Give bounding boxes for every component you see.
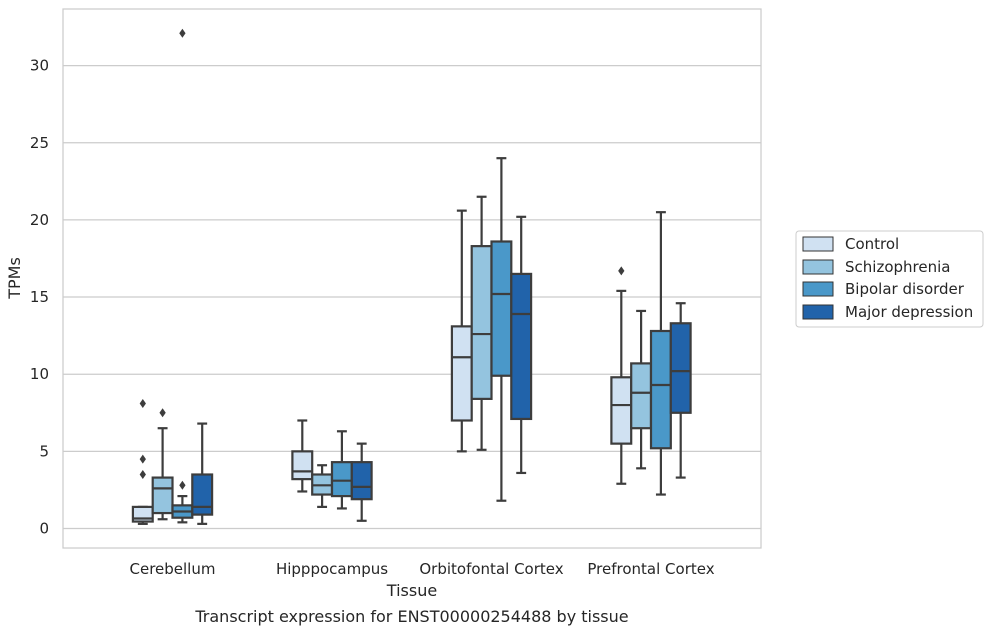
box-body: [350, 461, 373, 501]
legend-label-control: Control: [845, 235, 899, 253]
box-body: [630, 362, 653, 430]
box-0-2: [450, 209, 473, 453]
box-body: [151, 476, 174, 515]
x-tick-labels: Cerebellum Hipppocampus Orbitofontal Corte…: [130, 560, 715, 578]
outlier-point: [179, 480, 186, 490]
y-tick-label-30: 30: [30, 57, 49, 75]
legend-label-schizophrenia: Schizophrenia: [845, 258, 950, 276]
outlier-point: [139, 399, 146, 409]
box-2-1: [330, 430, 353, 510]
y-tick-label-10: 10: [30, 365, 49, 383]
box-3-0: [191, 422, 214, 525]
box-1-2: [470, 195, 493, 451]
legend-label-bipolar: Bipolar disorder: [845, 280, 965, 298]
box-body: [191, 473, 214, 516]
x-axis-title: Tissue: [386, 581, 437, 600]
box-2-2: [490, 157, 513, 502]
box-body: [450, 325, 473, 422]
box-body: [649, 329, 672, 450]
box-body: [610, 376, 633, 445]
x-tick-label-3: Prefrontal Cortex: [587, 560, 714, 578]
legend-swatch-bipolar: [802, 281, 834, 297]
box-3-1: [350, 442, 373, 522]
legend-frame: [795, 230, 984, 328]
legend-swatch-major-depression: [802, 304, 834, 320]
box-1-1: [311, 464, 334, 508]
plot-area: [62, 8, 762, 549]
chart-caption: Transcript expression for ENST0000025448…: [194, 607, 628, 626]
outlier-point: [618, 266, 625, 276]
box-body: [510, 272, 533, 421]
y-tick-label-5: 5: [39, 442, 49, 460]
y-tick-labels: 0 5 10 15 20 25 30: [30, 57, 49, 538]
y-tick-label-15: 15: [30, 288, 49, 306]
outlier-point: [159, 408, 166, 418]
box-body: [490, 240, 513, 377]
box-2-3: [649, 211, 672, 496]
boxes: [131, 28, 692, 525]
legend-label-major-depression: Major depression: [845, 303, 973, 321]
legend: Control Schizophrenia Bipolar disorder M…: [795, 230, 984, 328]
grid-lines: [63, 64, 761, 530]
y-tick-label-20: 20: [30, 211, 49, 229]
y-tick-label-25: 25: [30, 134, 49, 152]
outlier-point: [139, 454, 146, 464]
box-0-0: [131, 399, 154, 525]
box-body: [470, 245, 493, 400]
legend-swatch-schizophrenia: [802, 259, 834, 275]
box-body: [669, 322, 692, 414]
x-tick-label-2: Orbitofontal Cortex: [419, 560, 563, 578]
box-3-2: [510, 215, 533, 475]
outlier-point: [179, 28, 186, 38]
box-0-1: [291, 419, 314, 493]
y-axis-title: TPMs: [5, 257, 24, 300]
box-3-3: [669, 302, 692, 479]
box-1-0: [151, 408, 174, 521]
legend-swatch-control: [802, 236, 834, 252]
box-2-0: [171, 28, 194, 524]
box-body: [330, 461, 353, 498]
outlier-point: [139, 469, 146, 479]
box-1-3: [630, 309, 653, 470]
y-tick-label-0: 0: [39, 520, 49, 538]
x-tick-label-0: Cerebellum: [130, 560, 216, 578]
x-tick-label-1: Hipppocampus: [276, 560, 388, 578]
box-body: [291, 450, 314, 481]
